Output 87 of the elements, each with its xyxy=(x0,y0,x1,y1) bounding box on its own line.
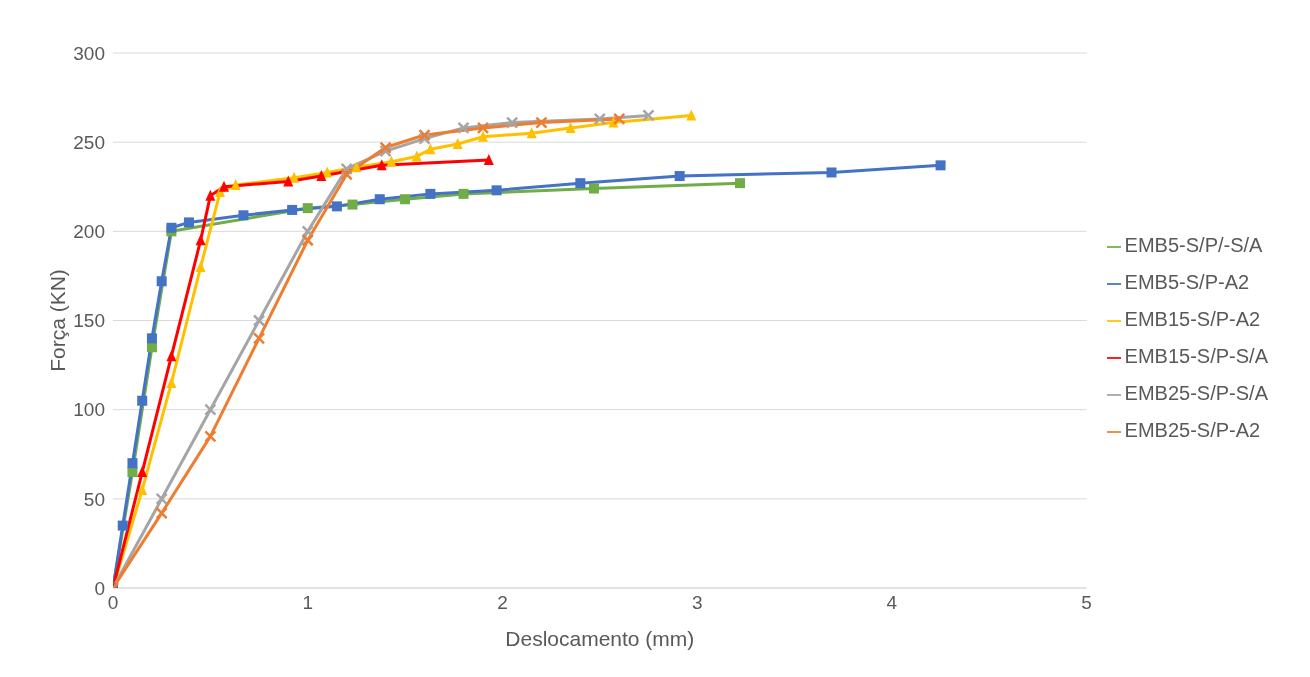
point xyxy=(166,350,177,362)
point xyxy=(183,217,194,228)
point xyxy=(452,137,463,149)
point xyxy=(204,430,217,443)
point xyxy=(204,403,217,416)
y-tick-label: 150 xyxy=(73,310,105,332)
point xyxy=(155,506,168,520)
point xyxy=(374,194,385,205)
point xyxy=(826,167,837,178)
x-tick-label: 3 xyxy=(691,592,703,614)
point xyxy=(146,342,157,353)
y-tick-label: 200 xyxy=(73,221,105,243)
x-axis-title: Deslocamento (mm) xyxy=(505,627,695,650)
y-tick-label: 300 xyxy=(73,42,105,64)
point xyxy=(411,150,422,162)
point xyxy=(195,261,206,272)
point xyxy=(331,201,342,212)
y-tick-label: 50 xyxy=(83,488,105,510)
point xyxy=(491,185,502,196)
point xyxy=(565,121,576,133)
point xyxy=(376,159,387,171)
point xyxy=(608,116,619,128)
point xyxy=(127,458,138,469)
x-tick-label: 2 xyxy=(497,592,508,614)
y-tick-label: 100 xyxy=(73,399,105,421)
point xyxy=(418,128,431,142)
legend-label: EMB25-S/P-A2 xyxy=(1124,419,1261,441)
point xyxy=(195,234,206,246)
point xyxy=(146,333,157,344)
point xyxy=(137,395,148,406)
point xyxy=(386,155,397,167)
legend-label: EMB25-S/P-S/A xyxy=(1124,382,1268,404)
point xyxy=(117,520,128,531)
point xyxy=(289,171,300,183)
point xyxy=(351,161,362,173)
point xyxy=(301,234,314,247)
point xyxy=(400,194,411,205)
y-tick-label: 250 xyxy=(73,131,105,153)
point xyxy=(155,492,168,506)
point xyxy=(935,160,946,171)
point xyxy=(137,466,148,478)
point xyxy=(483,154,494,165)
point xyxy=(425,188,436,199)
point xyxy=(127,467,138,478)
point xyxy=(477,130,488,142)
point xyxy=(156,276,167,287)
point xyxy=(166,222,177,233)
point xyxy=(505,116,519,129)
point xyxy=(613,112,626,126)
point xyxy=(230,178,241,190)
point xyxy=(283,175,294,187)
point xyxy=(252,332,266,345)
legend-label: EMB15-S/P-S/A xyxy=(1124,345,1268,367)
point xyxy=(526,127,537,139)
x-tick-label: 5 xyxy=(1081,592,1092,614)
point xyxy=(302,203,313,214)
point xyxy=(252,314,266,327)
legend-label: EMB15-S/P-A2 xyxy=(1124,308,1261,330)
point xyxy=(425,143,436,155)
point xyxy=(316,170,327,182)
point xyxy=(166,376,177,388)
x-tick-label: 1 xyxy=(302,592,314,614)
point xyxy=(457,121,470,135)
y-tick-label: 0 xyxy=(94,577,105,599)
point xyxy=(218,180,229,192)
point xyxy=(137,483,148,495)
point xyxy=(379,141,392,154)
point xyxy=(205,189,216,201)
legend-label: EMB5-S/P/-S/A xyxy=(1124,234,1263,256)
point xyxy=(347,199,358,210)
point xyxy=(238,210,249,221)
point xyxy=(458,188,469,199)
point xyxy=(686,109,697,121)
point xyxy=(642,109,655,122)
legend-label: EMB5-S/P-A2 xyxy=(1124,271,1250,293)
x-tick-label: 4 xyxy=(886,592,898,614)
point xyxy=(735,178,745,189)
point xyxy=(287,204,298,215)
point xyxy=(575,178,586,189)
x-tick-label: 0 xyxy=(107,592,119,614)
y-axis-title: Força (KN) xyxy=(46,269,70,372)
point xyxy=(674,171,685,182)
point xyxy=(476,121,490,135)
point xyxy=(535,116,548,129)
point xyxy=(340,168,353,181)
point xyxy=(588,183,599,194)
point xyxy=(593,112,607,126)
